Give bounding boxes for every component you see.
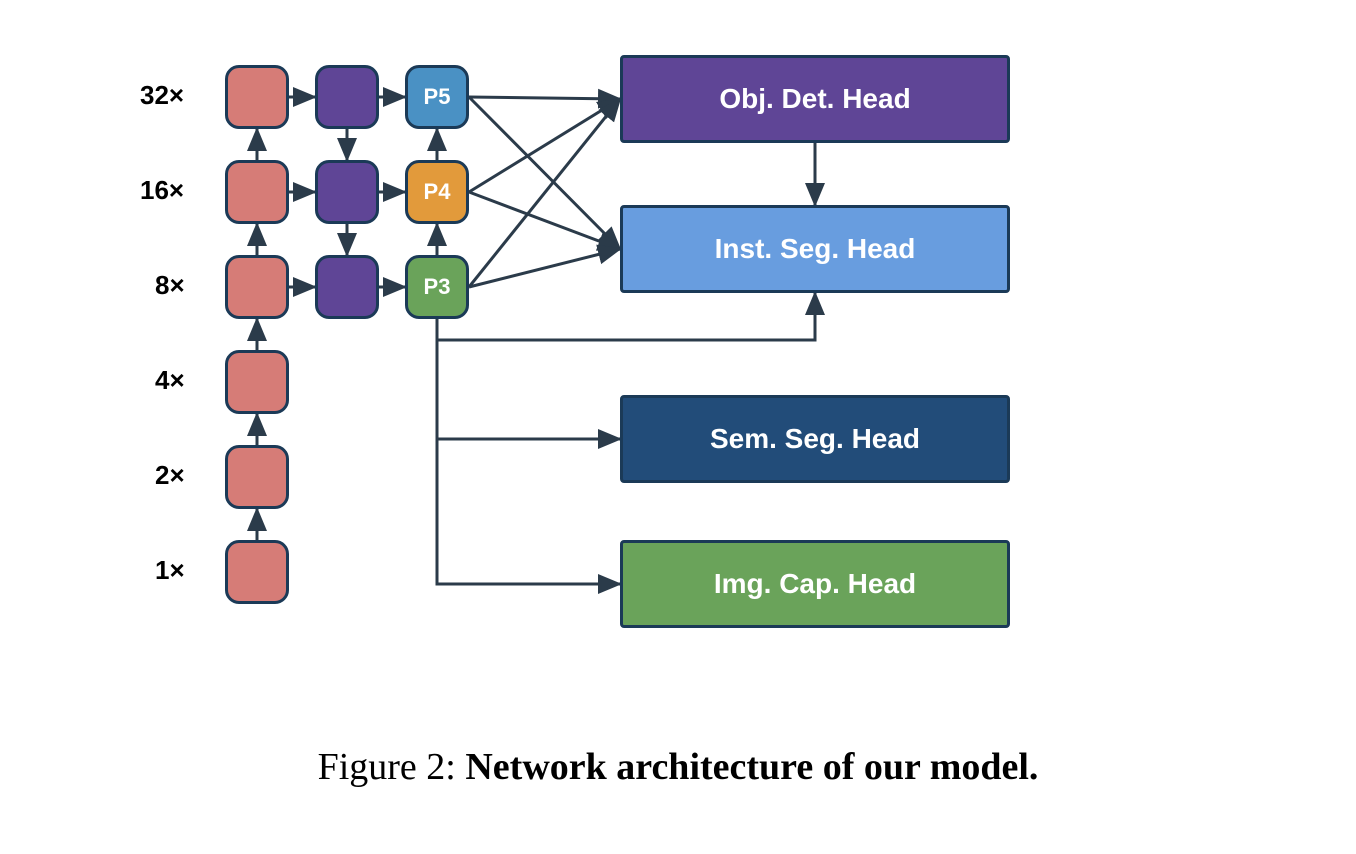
head-semseg: Sem. Seg. Head: [620, 395, 1010, 483]
scale-label-s2: 2×: [155, 460, 185, 491]
figure-canvas: Figure 2: Network architecture of our mo…: [0, 0, 1356, 854]
head-imgcap: Img. Cap. Head: [620, 540, 1010, 628]
figure-title: Network architecture of our model.: [465, 746, 1038, 788]
backbone-block-r16: [225, 160, 289, 224]
head-objdet: Obj. Det. Head: [620, 55, 1010, 143]
scale-label-s1: 1×: [155, 555, 185, 586]
backbone-block-r1: [225, 540, 289, 604]
backbone-block-r32: [225, 65, 289, 129]
figure-caption: Figure 2: Network architecture of our mo…: [0, 745, 1356, 789]
backbone-block-r8: [225, 255, 289, 319]
backbone-block-r2: [225, 445, 289, 509]
fpn-down-block-r16: [315, 160, 379, 224]
fpn-down-block-r32: [315, 65, 379, 129]
fpn-down-block-r8: [315, 255, 379, 319]
scale-label-s8: 8×: [155, 270, 185, 301]
scale-label-s32: 32×: [140, 80, 184, 111]
scale-label-s4: 4×: [155, 365, 185, 396]
fpn-up-block-P5: P5: [405, 65, 469, 129]
fpn-up-block-P4: P4: [405, 160, 469, 224]
figure-number: Figure 2:: [318, 746, 466, 788]
backbone-block-r4: [225, 350, 289, 414]
fpn-up-block-P3: P3: [405, 255, 469, 319]
head-instseg: Inst. Seg. Head: [620, 205, 1010, 293]
scale-label-s16: 16×: [140, 175, 184, 206]
